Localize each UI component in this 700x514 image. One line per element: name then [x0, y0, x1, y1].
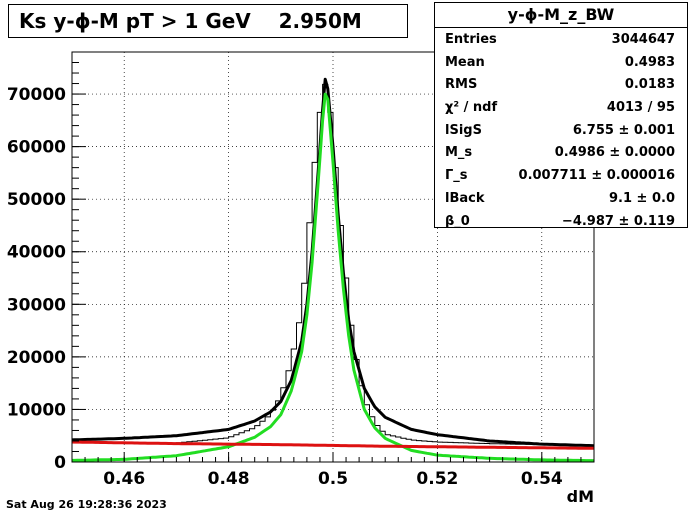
y-tick-label: 40000 [7, 243, 66, 263]
x-axis-label: dM [567, 487, 594, 506]
stats-key: M_s [445, 145, 473, 161]
y-tick-label: 20000 [7, 348, 66, 368]
stats-value: −4.987 ± 0.119 [561, 213, 675, 229]
axis-ticks: 0.46 0.48 0.5 0.52 0.54 0 10000 20000 30000 40000… [7, 51, 595, 489]
stats-key: RMS [445, 77, 478, 93]
stats-key: Entries [445, 32, 497, 47]
x-tick-label: 0.46 [103, 469, 145, 489]
chart-title: Ks y-ϕ-M pT > 1 GeV 2.950M [8, 4, 408, 38]
y-tick-label: 50000 [7, 190, 66, 210]
stats-value: 0.0183 [624, 77, 675, 93]
y-tick-label: 10000 [7, 400, 66, 420]
stats-box: y-ϕ-M_z_BW Entries 3044647 Mean 0.4983 RMS 0.… [434, 2, 688, 229]
stats-row: lSigS 6.755 ± 0.001 [435, 119, 687, 142]
stats-row: χ² / ndf 4013 / 95 [435, 96, 687, 119]
x-tick-label: 0.48 [208, 469, 250, 489]
stats-row: M_s 0.4986 ± 0.0000 [435, 141, 687, 164]
stats-value: 3044647 [611, 32, 675, 47]
stats-row: lBack 9.1 ± 0.0 [435, 187, 687, 210]
stats-value: 4013 / 95 [606, 100, 675, 116]
stats-key: Γ_s [445, 168, 468, 184]
x-tick-label: 0.52 [416, 469, 458, 489]
stats-row: Entries 3044647 [435, 28, 687, 51]
stats-value: 0.4986 ± 0.0000 [554, 145, 675, 161]
stats-key: χ² / ndf [445, 100, 498, 116]
stats-key: β_0 [445, 213, 470, 229]
timestamp: Sat Aug 26 19:28:36 2023 [6, 498, 167, 511]
y-tick-label: 60000 [7, 138, 66, 158]
x-tick-label: 0.5 [318, 469, 348, 489]
stats-key: Mean [445, 54, 485, 70]
stats-key: lSigS [445, 122, 482, 138]
series-fit-signal [72, 92, 595, 463]
stats-rows: Entries 3044647 Mean 0.4983 RMS 0.0183 χ² / nd… [435, 28, 687, 232]
stats-value: 6.755 ± 0.001 [572, 122, 675, 138]
x-tick-label: 0.54 [521, 469, 563, 489]
series-layer [71, 77, 595, 463]
y-tick-label: 0 [54, 453, 66, 473]
stats-key: lBack [445, 190, 485, 206]
y-tick-label: 30000 [7, 295, 66, 315]
y-tick-label: 70000 [7, 85, 66, 105]
stats-title: y-ϕ-M_z_BW [435, 3, 687, 28]
stats-value: 9.1 ± 0.0 [608, 190, 675, 206]
stats-row: β_0 −4.987 ± 0.119 [435, 210, 687, 233]
stats-value: 0.007711 ± 0.000016 [518, 168, 675, 184]
stats-row: Γ_s 0.007711 ± 0.000016 [435, 164, 687, 187]
stats-row: Mean 0.4983 [435, 51, 687, 74]
series-fit-background [71, 440, 594, 450]
series-histogram [72, 83, 594, 447]
stats-value: 0.4983 [624, 54, 675, 70]
stats-row: RMS 0.0183 [435, 73, 687, 96]
